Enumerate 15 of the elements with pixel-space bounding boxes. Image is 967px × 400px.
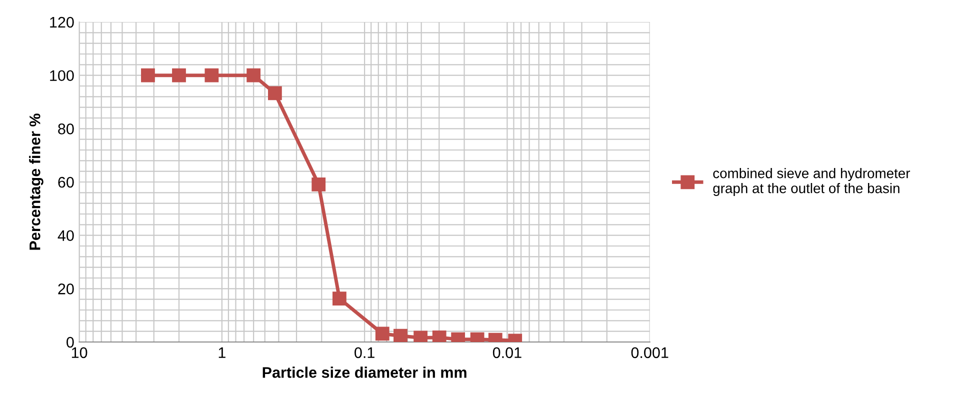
y-tick-label: 60: [58, 176, 74, 188]
y-tick-label: 120: [50, 16, 74, 28]
y-axis-title: Percentage finer %: [29, 114, 44, 250]
y-tick-label: 80: [58, 124, 74, 134]
y-tick-label: 0: [66, 336, 74, 348]
x-tick-label: 10: [72, 347, 88, 358]
x-tick-label: 0.01: [492, 347, 522, 358]
y-tick-label: 40: [58, 230, 74, 242]
legend-label: combined sieve and hydrometer graph at the outlet of the basin: [713, 168, 910, 196]
x-axis-title: Particle size diameter in mm: [262, 366, 466, 378]
y-tick-label: 100: [50, 70, 74, 82]
x-tick-label: 0.1: [354, 347, 374, 358]
x-tick-label: 0.001: [631, 347, 668, 358]
y-tick-label: 20: [58, 284, 74, 294]
x-tick-label: 1: [218, 347, 226, 358]
